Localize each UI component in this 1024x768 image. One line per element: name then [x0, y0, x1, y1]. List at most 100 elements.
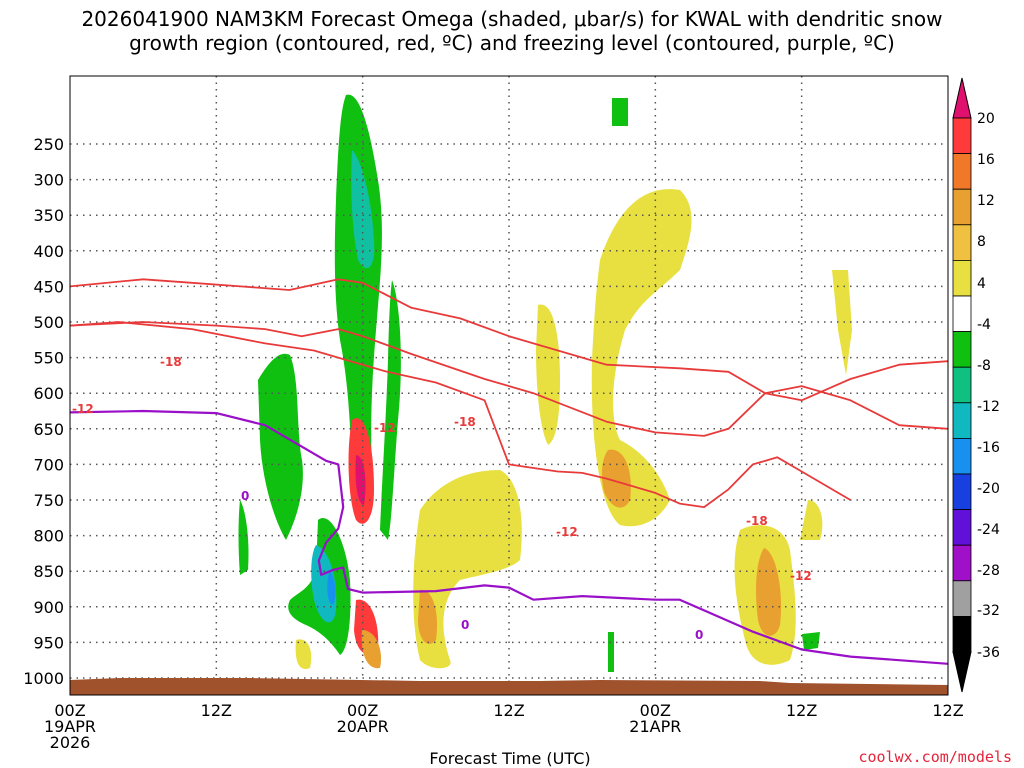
y-tick-label: 1000 — [23, 669, 64, 688]
contour-3 — [69, 409, 949, 665]
chart-title-line1: 2026041900 NAM3KM Forecast Omega (shaded… — [81, 7, 942, 31]
contour-lines — [69, 278, 949, 665]
x-tick-label: 12Z — [201, 701, 232, 720]
omega-green-right — [380, 280, 401, 540]
colorbar-label: -36 — [977, 645, 1000, 661]
y-tick-label: 450 — [33, 277, 64, 296]
chart-title-line2: growth region (contoured, red, ºC) and f… — [129, 31, 895, 55]
omega-orange-lower — [361, 630, 382, 669]
y-tick-label: 750 — [33, 491, 64, 510]
colorbar-segment — [952, 544, 972, 582]
omega-yellow-12z — [591, 189, 692, 527]
omega-yellow-20apr — [413, 470, 522, 669]
colorbar-label: -4 — [977, 317, 991, 333]
contour-label-freezing-left: 0 — [241, 489, 249, 503]
omega-orange-21apr — [756, 548, 782, 636]
colorbar-label: -24 — [977, 522, 1000, 538]
colorbar-segment — [952, 331, 972, 368]
colorbar-label: 4 — [977, 276, 986, 292]
omega-yellow-mid — [536, 304, 560, 445]
colorbar-label: -20 — [977, 481, 1000, 497]
omega-teal-lower — [311, 545, 337, 623]
omega-blue-core — [327, 570, 336, 605]
y-tick-label: 250 — [33, 135, 64, 154]
colorbar-segment — [952, 473, 972, 510]
colorbar-segment — [952, 117, 972, 154]
colorbar-segment — [952, 580, 972, 617]
colorbar-segment — [952, 295, 972, 332]
x-tick-label: 00Z — [640, 701, 671, 720]
colorbar-label: 8 — [977, 234, 986, 250]
x-tick-label: 12Z — [493, 701, 524, 720]
omega-green-upper-right — [612, 98, 628, 126]
x-tick-label: 00Z — [347, 701, 378, 720]
y-tick-label: 550 — [33, 349, 64, 368]
colorbar-segment — [952, 509, 972, 546]
colorbar-label: 12 — [977, 193, 995, 209]
terrain-ground — [70, 678, 948, 695]
x-tick-label: 12Z — [932, 701, 963, 720]
y-axis-ticks: 250 300 350 400 450 500 550 600 650 700 750 800 850 9… — [23, 135, 64, 688]
contour-label-minus12-right: -12 — [556, 525, 578, 539]
contour-0 — [69, 278, 949, 402]
x-tick-label: 20APR — [337, 717, 389, 736]
colorbar-label: -16 — [977, 440, 1000, 456]
contour-label-freezing-mid: 0 — [461, 618, 469, 632]
x-tick-label: 12Z — [786, 701, 817, 720]
omega-yellow-right-mid — [800, 500, 823, 540]
y-tick-label: 300 — [33, 171, 64, 190]
omega-orange-20apr — [418, 589, 438, 644]
y-tick-label: 500 — [33, 313, 64, 332]
contour-label-minus12-left: -12 — [72, 402, 94, 416]
y-tick-label: 400 — [33, 242, 64, 261]
colorbar-segment — [952, 616, 972, 653]
y-tick-label: 600 — [33, 384, 64, 403]
colorbar-bottom-arrow — [952, 651, 972, 693]
y-tick-label: 800 — [33, 527, 64, 546]
colorbar-segment — [952, 224, 972, 261]
x-tick-label: 00Z — [54, 701, 85, 720]
contour-label-minus12-far: -12 — [790, 569, 812, 583]
plot-frame — [69, 75, 949, 696]
colorbar-segment — [952, 188, 972, 226]
colorbar-segment — [952, 366, 972, 404]
contour-1 — [69, 321, 949, 437]
omega-green-left — [238, 500, 249, 575]
y-tick-label: 850 — [33, 562, 64, 581]
x-tick-label: 19APR — [44, 717, 96, 736]
colorbar: 20 16 12 8 4 -4 -8 -12 -16 -20 -24 -28 -32 -36 — [952, 77, 1000, 693]
grid-y — [70, 143, 948, 679]
plot-area: -18 -12 -12 -18 -12 -18 -12 0 0 0 — [69, 75, 949, 696]
x-tick-label: 21APR — [629, 717, 681, 736]
omega-green-mid — [258, 353, 303, 540]
y-tick-label: 700 — [33, 455, 64, 474]
colorbar-label: 20 — [977, 111, 995, 127]
contour-label-minus18-right: -18 — [746, 514, 768, 528]
y-tick-label: 350 — [33, 206, 64, 225]
colorbar-segment — [952, 153, 972, 190]
omega-green-right-low — [802, 632, 820, 650]
omega-yellow-upper-right — [832, 270, 852, 375]
contour-label-minus18-mid: -18 — [454, 415, 476, 429]
colorbar-segment — [952, 437, 972, 475]
omega-green-spot — [608, 632, 614, 672]
contour-2 — [69, 321, 851, 508]
contour-label-freezing-right: 0 — [695, 628, 703, 642]
colorbar-top-arrow — [952, 77, 972, 119]
credit-text: coolwx.com/models — [858, 748, 1012, 766]
colorbar-label: -32 — [977, 603, 1000, 619]
colorbar-segment — [952, 402, 972, 439]
y-tick-label: 650 — [33, 420, 64, 439]
x-tick-label: 2026 — [50, 733, 91, 752]
colorbar-label: -28 — [977, 563, 1000, 579]
colorbar-label: -12 — [977, 399, 1000, 415]
contour-label-minus12-mid: -12 — [374, 421, 396, 435]
x-axis-title: Forecast Time (UTC) — [429, 749, 590, 768]
colorbar-segment — [952, 259, 972, 297]
y-tick-label: 950 — [33, 633, 64, 652]
omega-yellow-left — [295, 639, 312, 669]
omega-shading — [238, 94, 852, 672]
contour-label-minus18-left: -18 — [160, 355, 182, 369]
